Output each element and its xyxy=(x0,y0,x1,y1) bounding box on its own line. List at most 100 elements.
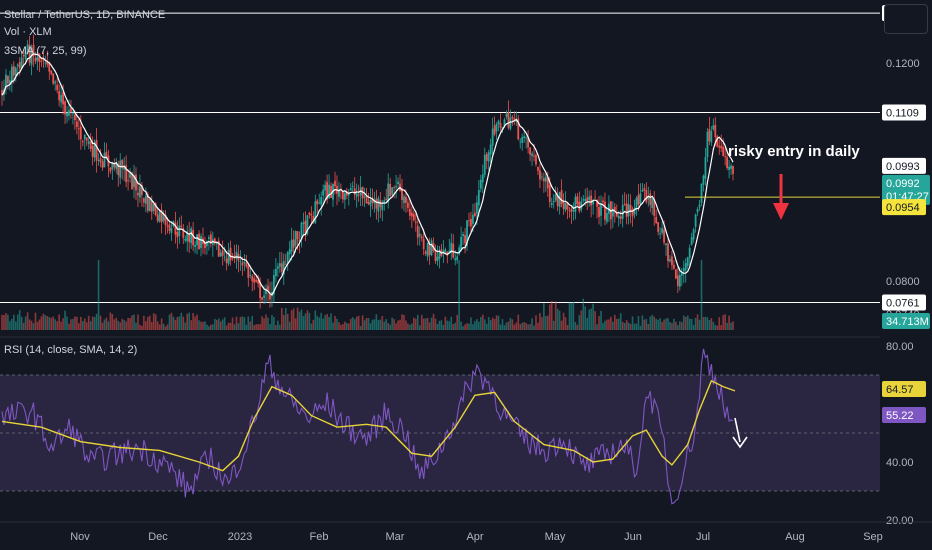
candle-body xyxy=(521,137,524,143)
volume-bar xyxy=(202,321,204,330)
volume-bar xyxy=(135,322,137,330)
volume-bar xyxy=(614,314,616,330)
time-tick-label: 2023 xyxy=(228,531,252,543)
volume-bar xyxy=(604,320,606,330)
volume-bar xyxy=(286,313,289,330)
volume-bar xyxy=(393,319,395,330)
settings-button[interactable] xyxy=(884,4,928,34)
volume-bar xyxy=(324,315,326,330)
candle-body xyxy=(198,233,200,250)
volume-bar xyxy=(347,323,350,330)
volume-bar xyxy=(267,317,269,330)
volume-bar xyxy=(596,324,598,330)
candle-body xyxy=(292,239,295,248)
candle-body xyxy=(111,162,114,170)
volume-bar xyxy=(671,323,673,330)
volume-bar xyxy=(550,301,553,330)
volume-bar xyxy=(503,325,506,330)
volume-bar xyxy=(284,308,287,330)
candle-body xyxy=(615,212,618,217)
candle-body xyxy=(531,153,533,157)
candle-body xyxy=(730,165,732,169)
volume-bar xyxy=(326,313,328,330)
level-label-box xyxy=(882,294,926,311)
volume-bar xyxy=(438,320,441,330)
candle-body xyxy=(215,242,218,245)
volume-bar xyxy=(263,318,265,330)
volume-bar xyxy=(48,317,51,330)
volume-value-label: 34.713M xyxy=(886,316,929,328)
volume-bar xyxy=(302,316,305,330)
volume-bar xyxy=(365,318,368,330)
volume-bar xyxy=(359,325,362,330)
candle-body xyxy=(324,184,327,191)
volume-bar xyxy=(495,315,498,330)
candle-body xyxy=(497,120,500,125)
volume-bar xyxy=(414,318,417,330)
candle-body xyxy=(481,174,484,183)
candle-body xyxy=(468,220,470,222)
candle-body xyxy=(472,214,474,224)
candle-body xyxy=(40,61,43,63)
candle-body xyxy=(489,144,492,155)
volume-bar xyxy=(50,317,53,330)
volume-bar xyxy=(710,318,713,330)
candle-body xyxy=(422,238,425,250)
volume-bar xyxy=(357,315,360,330)
candle-body xyxy=(596,200,598,207)
volume-bar xyxy=(42,313,45,330)
candle-body xyxy=(68,110,70,116)
candle-body xyxy=(556,195,559,207)
volume-bar xyxy=(653,316,656,330)
candle-body xyxy=(83,134,86,140)
candle-body xyxy=(148,198,151,212)
volume-bar xyxy=(60,321,62,330)
volume-bar xyxy=(282,314,285,330)
candle-body xyxy=(12,66,15,76)
volume-bar xyxy=(166,324,169,330)
candle-body xyxy=(16,64,19,67)
candle-body xyxy=(619,216,622,219)
candle-body xyxy=(712,125,715,130)
candle-body xyxy=(10,66,13,83)
candle-body xyxy=(70,108,72,112)
volume-bar xyxy=(718,317,721,330)
volume-bar xyxy=(692,324,695,330)
volume-bar xyxy=(371,319,374,330)
volume-bar xyxy=(649,316,652,330)
volume-bar xyxy=(531,318,533,330)
volume-bar xyxy=(535,315,537,330)
volume-bar xyxy=(109,312,112,330)
candle-body xyxy=(592,200,595,205)
volume-bar xyxy=(608,319,610,330)
volume-bar xyxy=(657,319,659,330)
volume-bar xyxy=(694,317,697,330)
candle-body xyxy=(580,201,583,210)
volume-bar xyxy=(405,320,407,330)
candle-body xyxy=(282,261,285,275)
volume-bar xyxy=(673,318,675,330)
candle-body xyxy=(146,194,149,211)
volume-bar xyxy=(434,318,437,330)
sma-legend: 3SMA (7, 25, 99) xyxy=(4,45,87,57)
volume-bar xyxy=(452,324,455,330)
candle-body xyxy=(269,293,271,300)
volume-bar xyxy=(40,316,43,330)
rsi-ma-value: 64.57 xyxy=(886,384,914,396)
volume-bar xyxy=(493,318,496,330)
volume-bar xyxy=(629,323,632,330)
volume-bar xyxy=(521,322,523,330)
volume-bar xyxy=(385,319,388,330)
candle-body xyxy=(314,201,317,223)
candle-body xyxy=(211,239,214,245)
volume-bar xyxy=(527,324,529,330)
volume-bar xyxy=(543,303,545,330)
volume-bar xyxy=(413,317,415,330)
volume-bar xyxy=(590,308,592,330)
candle-body xyxy=(119,160,122,178)
candle-body xyxy=(306,215,309,234)
volume-bar xyxy=(456,314,458,330)
volume-bar xyxy=(627,322,630,330)
candle-body xyxy=(105,151,108,158)
